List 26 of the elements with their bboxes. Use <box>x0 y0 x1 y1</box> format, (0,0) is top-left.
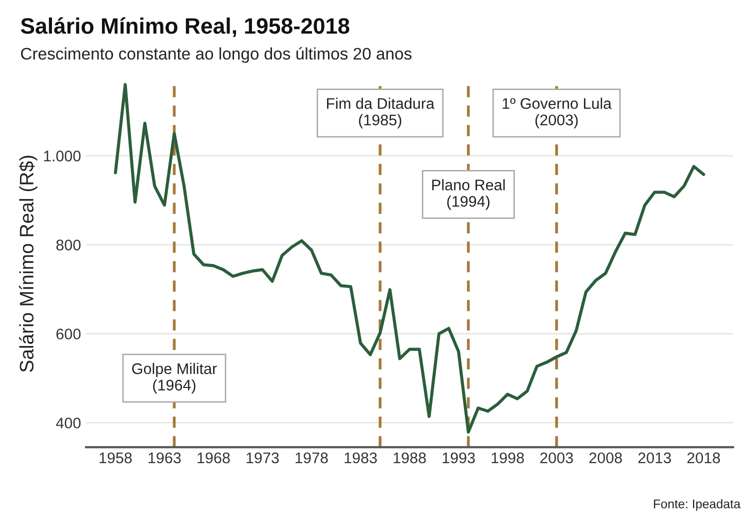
x-tick-label: 2013 <box>638 452 671 464</box>
chart-subtitle: Crescimento constante ao longo dos últimos 20 anos <box>21 47 412 63</box>
annotation: Plano Real (1994) <box>432 179 505 210</box>
x-tick-label: 1973 <box>246 452 279 464</box>
y-tick-label: 600 <box>56 328 81 340</box>
x-tick-label: 1978 <box>296 452 328 464</box>
x-tick-label: 1968 <box>198 452 230 464</box>
x-tick-label: 2003 <box>540 452 573 464</box>
x-tick-label: 1983 <box>344 452 377 464</box>
x-tick-label: 1963 <box>148 452 181 464</box>
line-series <box>114 83 706 434</box>
y-tick-label: 400 <box>56 418 81 428</box>
y-axis-title: Salário Mínimo Real (R$) <box>18 156 38 372</box>
chart-title: Salário Mínimo Real, 1958-2018 <box>20 17 350 38</box>
annotation: 1º Governo Lula (2003) <box>502 98 612 128</box>
x-tick-label: 2008 <box>589 452 622 464</box>
y-tick-label: 800 <box>56 240 81 250</box>
x-tick-label: 1993 <box>442 452 475 464</box>
x-tick-label: 1998 <box>492 452 524 464</box>
x-tick-label: 1988 <box>394 452 426 464</box>
y-tick-label: 1.000 <box>44 150 81 162</box>
annotation: Golpe Militar (1964) <box>132 362 217 394</box>
source-note: Fonte: Ipeadata <box>654 499 741 511</box>
x-tick-label: 1958 <box>100 452 132 464</box>
x-tick-label: 2018 <box>687 452 720 464</box>
annotation: Fim da Ditadura (1985) <box>327 98 434 128</box>
